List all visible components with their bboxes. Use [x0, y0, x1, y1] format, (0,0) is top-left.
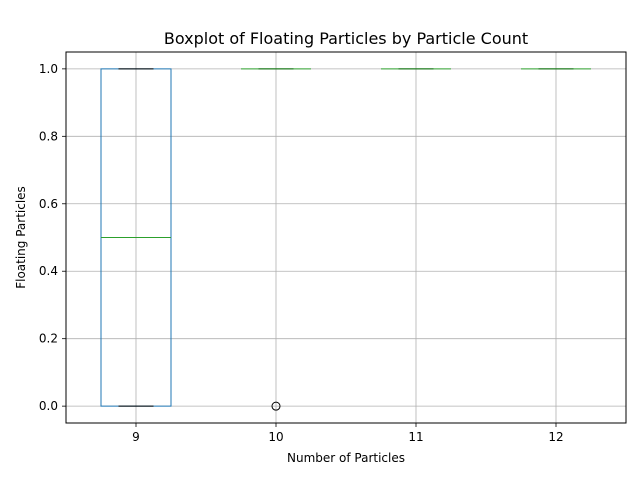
axis-ticks: 0.0 0.2 0.4 0.6 0.8 1.0 9 10 11 12: [39, 62, 564, 444]
y-axis-label: Floating Particles: [14, 186, 28, 289]
x-tick-label: 11: [408, 430, 423, 444]
box-9: [100, 68, 172, 407]
y-tick-label: 0.8: [39, 129, 58, 143]
y-tick-label: 0.6: [39, 197, 58, 211]
plot-frame: [65, 51, 627, 424]
x-tick-label: 12: [548, 430, 563, 444]
y-tick-label: 0.4: [39, 264, 58, 278]
x-tick-label: 9: [132, 430, 140, 444]
x-tick-label: 10: [268, 430, 283, 444]
box-10: [241, 68, 311, 411]
y-tick-label: 1.0: [39, 62, 58, 76]
x-axis-label: Number of Particles: [287, 451, 405, 465]
outlier-point: [271, 401, 281, 411]
chart-title: Boxplot of Floating Particles by Particl…: [164, 29, 528, 48]
y-tick-label: 0.2: [39, 332, 58, 346]
box-series: [100, 68, 591, 411]
y-tick-label: 0.0: [39, 399, 58, 413]
